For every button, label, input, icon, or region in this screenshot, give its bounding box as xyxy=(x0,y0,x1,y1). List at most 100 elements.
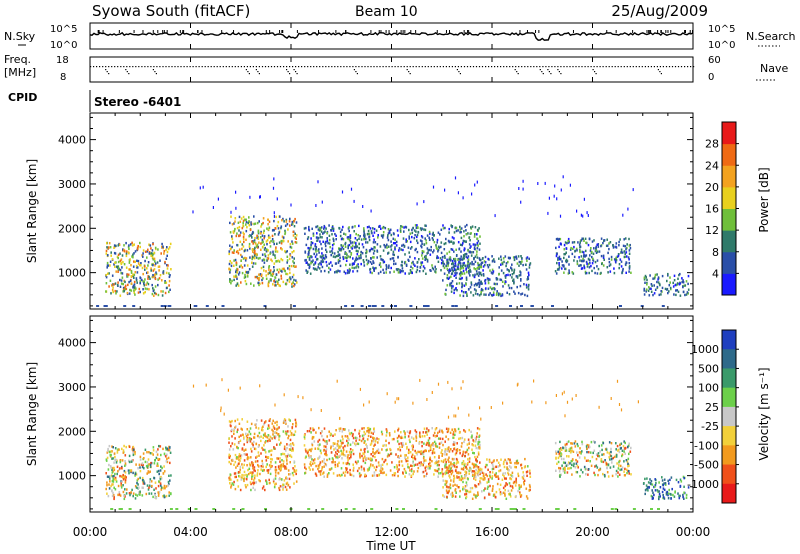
data-cell xyxy=(479,258,481,261)
freq-point xyxy=(644,66,646,68)
data-cell xyxy=(228,478,231,482)
data-cell xyxy=(623,255,626,259)
data-cell xyxy=(620,248,623,251)
freq-point xyxy=(518,66,520,68)
data-cell xyxy=(276,242,278,245)
data-cell xyxy=(307,236,310,239)
data-cell xyxy=(378,263,381,267)
data-cell xyxy=(245,432,247,436)
data-cell xyxy=(263,423,265,426)
data-cell xyxy=(463,235,465,238)
data-cell xyxy=(488,491,490,495)
data-cell xyxy=(281,459,283,462)
freq-point xyxy=(222,66,224,68)
data-cell xyxy=(258,431,261,435)
data-cell xyxy=(154,246,157,250)
data-cell xyxy=(144,250,147,253)
nave-point xyxy=(406,69,408,71)
data-cell xyxy=(460,478,463,482)
colorbar-swatch xyxy=(722,165,736,188)
data-cell xyxy=(416,470,419,473)
data-cell xyxy=(147,464,149,467)
data-cell xyxy=(295,480,298,483)
data-cell xyxy=(242,477,245,481)
data-cell xyxy=(582,251,585,254)
data-cell xyxy=(486,264,489,267)
data-cell xyxy=(157,283,159,287)
data-cell xyxy=(400,460,403,463)
data-cell xyxy=(232,241,234,244)
data-cell xyxy=(617,253,620,256)
data-cell xyxy=(246,464,248,467)
data-cell xyxy=(232,448,235,451)
freq-point xyxy=(93,66,95,68)
data-cell xyxy=(293,284,295,288)
data-cell xyxy=(274,233,276,236)
data-cell xyxy=(160,290,162,293)
data-cell xyxy=(437,468,440,471)
data-cell xyxy=(384,245,387,248)
data-cell xyxy=(287,483,290,487)
data-cell xyxy=(470,283,473,286)
freq-point xyxy=(346,66,348,68)
data-cell xyxy=(360,439,363,443)
data-cell xyxy=(230,247,232,250)
data-cell xyxy=(153,477,156,480)
data-cell xyxy=(273,177,275,181)
data-cell xyxy=(285,457,288,460)
data-cell xyxy=(273,478,275,481)
data-cell xyxy=(578,264,580,267)
data-cell xyxy=(476,180,478,184)
data-cell xyxy=(314,472,317,475)
data-cell xyxy=(450,240,453,243)
data-cell xyxy=(509,495,512,498)
data-cell xyxy=(660,290,662,293)
data-cell xyxy=(360,468,363,471)
data-cell xyxy=(372,436,374,439)
data-cell xyxy=(374,440,377,443)
data-cell xyxy=(308,263,311,267)
data-cell xyxy=(312,247,315,251)
data-cell xyxy=(296,281,298,284)
data-cell xyxy=(520,262,522,265)
freq-point xyxy=(186,66,188,68)
data-cell xyxy=(328,468,331,471)
data-cell xyxy=(327,241,329,245)
data-cell xyxy=(434,469,437,472)
data-cell xyxy=(388,441,390,445)
data-cell xyxy=(295,472,297,476)
data-cell xyxy=(253,239,256,242)
freq-point xyxy=(409,66,411,68)
data-cell xyxy=(316,225,319,228)
data-cell xyxy=(513,280,515,284)
data-cell xyxy=(275,273,278,276)
data-cell xyxy=(584,249,587,253)
data-cell xyxy=(506,467,508,470)
data-cell xyxy=(251,461,253,464)
data-cell xyxy=(468,265,471,268)
freq-point xyxy=(195,66,197,68)
data-cell xyxy=(305,258,307,262)
data-cell xyxy=(578,256,580,259)
data-cell xyxy=(371,256,374,259)
freq-point xyxy=(210,66,212,68)
data-cell xyxy=(455,254,458,257)
data-cell xyxy=(253,481,256,485)
data-cell xyxy=(289,277,292,281)
data-cell xyxy=(517,474,520,478)
data-cell xyxy=(291,240,293,243)
data-cell xyxy=(498,273,500,276)
data-cell xyxy=(468,472,470,475)
data-cell xyxy=(237,273,240,276)
data-cell xyxy=(134,497,137,500)
data-cell xyxy=(308,258,311,261)
data-cell xyxy=(328,234,331,237)
data-cell xyxy=(359,456,361,459)
data-cell xyxy=(625,255,628,258)
data-cell xyxy=(472,439,474,442)
data-cell xyxy=(246,428,249,431)
data-cell xyxy=(404,436,406,439)
data-cell xyxy=(448,271,450,274)
data-cell xyxy=(440,472,442,475)
data-cell xyxy=(292,449,294,452)
